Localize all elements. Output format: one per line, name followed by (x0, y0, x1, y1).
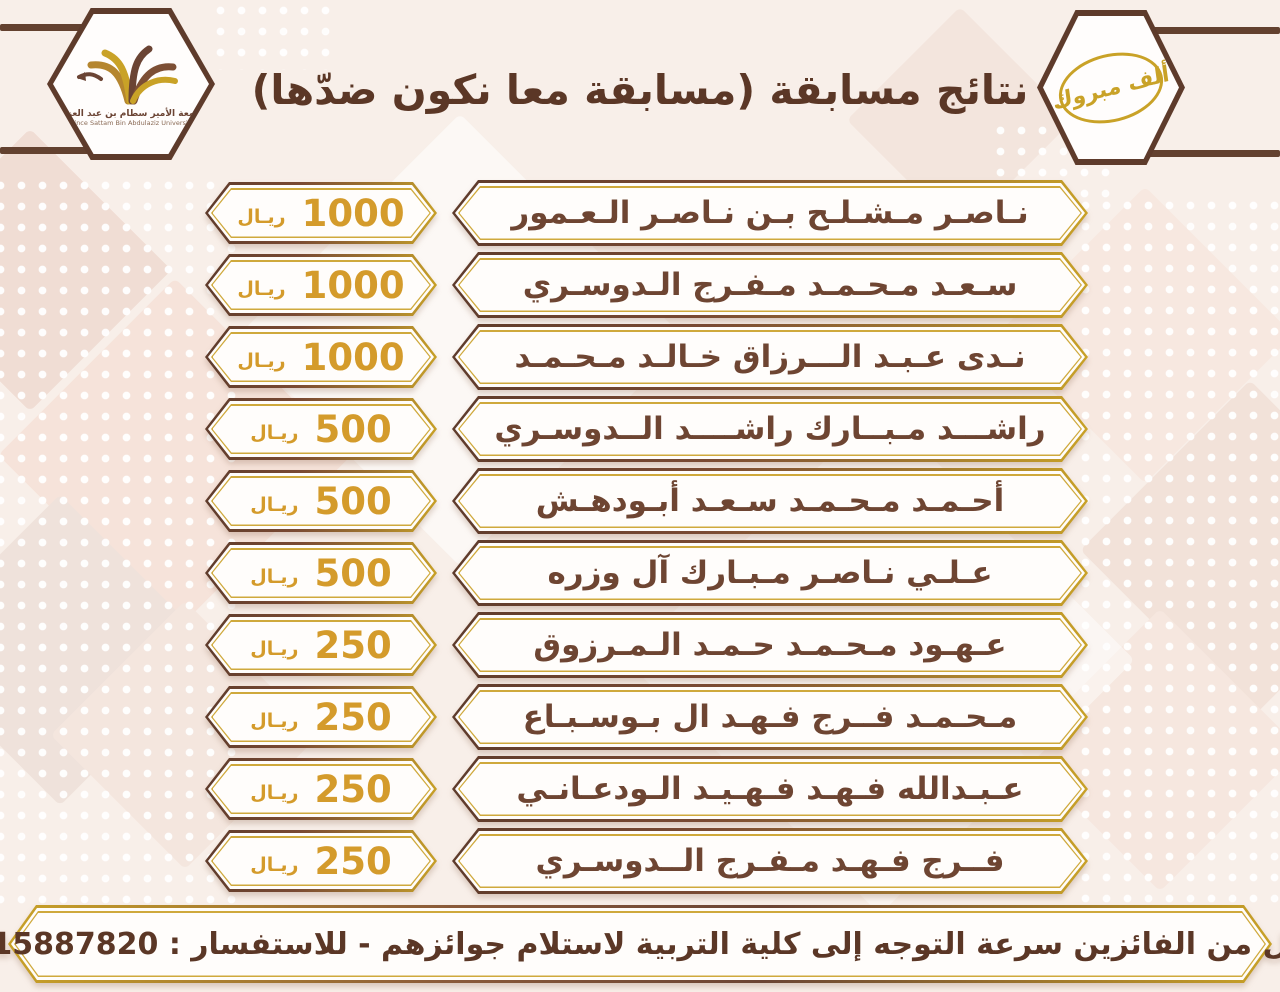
prize-badge: ريـال 250 (205, 758, 437, 820)
result-row: ريـال 500 أحـمـد مـحـمـد سـعـد أبـودهـش (0, 466, 1280, 538)
footer-banner: نأمل من الفائزين سرعة التوجه إلى كلية ال… (0, 905, 1280, 983)
prize-currency: ريـال (237, 205, 286, 228)
prize-amount: ريـال 1000 (205, 182, 437, 244)
winner-name: فــرج فـهـد مـفـرج الــدوسـري (535, 843, 1005, 879)
winner-name: نـاصـر مـشـلـح بـن نـاصـر الـعـمور (511, 195, 1029, 231)
prize-badge: ريـال 1000 (205, 182, 437, 244)
header-line-left-bottom (0, 147, 150, 154)
prize-amount: ريـال 250 (205, 830, 437, 892)
winner-name-banner: مـحـمـد فــرج فـهـد ال بـوسـبـاع (452, 684, 1088, 750)
prize-currency: ريـال (237, 277, 286, 300)
prize-value: 250 (314, 839, 392, 883)
winner-name: عـبـدالله فـهـد فـهـيـد الـودعـانـي (516, 771, 1024, 807)
winner-name: عـلـي نـاصـر مـبـارك آل وزره (547, 555, 993, 591)
prize-currency: ريـال (250, 709, 299, 732)
prize-badge: ريـال 250 (205, 686, 437, 748)
prize-currency: ريـال (250, 421, 299, 444)
prize-amount: ريـال 250 (205, 686, 437, 748)
results-list: ريـال 1000 نـاصـر مـشـلـح بـن نـاصـر الـ… (0, 178, 1280, 898)
prize-currency: ريـال (250, 637, 299, 660)
prize-amount: ريـال 1000 (205, 254, 437, 316)
prize-amount: ريـال 500 (205, 542, 437, 604)
result-row: ريـال 250 مـحـمـد فــرج فـهـد ال بـوسـبـ… (0, 682, 1280, 754)
dot-pattern (0, 175, 240, 910)
prize-value: 250 (314, 767, 392, 811)
header-line-right-top (1140, 27, 1280, 34)
winner-name-banner: نـدى عـبـد الـــرزاق خـالـد مـحـمـد (452, 324, 1088, 390)
prize-amount: ريـال 1000 (205, 326, 437, 388)
prize-amount: ريـال 500 (205, 470, 437, 532)
header-line-right-bottom (1140, 150, 1280, 157)
result-row: ريـال 250 عـبـدالله فـهـد فـهـيـد الـودع… (0, 754, 1280, 826)
winner-name-banner: عـلـي نـاصـر مـبـارك آل وزره (452, 540, 1088, 606)
prize-currency: ريـال (250, 853, 299, 876)
winner-name-banner: نـاصـر مـشـلـح بـن نـاصـر الـعـمور (452, 180, 1088, 246)
footer-notice: نأمل من الفائزين سرعة التوجه إلى كلية ال… (0, 926, 1280, 962)
calligraphy-icon: ألف مبروك (1051, 41, 1171, 134)
winner-name-banner: عـهـود مـحـمـد حـمـد الـمـرزوق (452, 612, 1088, 678)
university-name-arabic: جامعة الأمير سطام بن عبد العزيز (57, 109, 205, 119)
open-book-icon (77, 45, 178, 105)
university-logo: جامعة الأمير سطام بن عبد العزيز Prince S… (47, 8, 215, 160)
header-line-left-top (0, 24, 150, 31)
prize-badge: ريـال 1000 (205, 326, 437, 388)
result-row: ريـال 250 عـهـود مـحـمـد حـمـد الـمـرزوق (0, 610, 1280, 682)
dot-pattern (1075, 195, 1280, 905)
result-row: ريـال 1000 نـدى عـبـد الـــرزاق خـالـد م… (0, 322, 1280, 394)
prize-value: 250 (314, 623, 392, 667)
prize-value: 500 (314, 479, 392, 523)
prize-badge: ريـال 250 (205, 614, 437, 676)
prize-badge: ريـال 500 (205, 398, 437, 460)
prize-amount: ريـال 500 (205, 398, 437, 460)
prize-badge: ريـال 500 (205, 542, 437, 604)
congrats-badge: ألف مبروك (1037, 10, 1185, 165)
prize-currency: ريـال (250, 565, 299, 588)
prize-value: 1000 (301, 335, 405, 379)
dot-pattern (210, 0, 330, 70)
university-name-english: Prince Sattam Bin Abdulaziz University (67, 119, 195, 127)
winner-name-banner: راشـــد مـبــارك راشــــد الــدوسـري (452, 396, 1088, 462)
winner-name: نـدى عـبـد الـــرزاق خـالـد مـحـمـد (514, 339, 1026, 375)
prize-currency: ريـال (250, 781, 299, 804)
winner-name: راشـــد مـبــارك راشــــد الــدوسـري (494, 411, 1046, 447)
congrats-text: ألف مبروك (1051, 60, 1171, 115)
winner-name-banner: سـعـد مـحـمـد مـفـرج الـدوسـري (452, 252, 1088, 318)
prize-value: 500 (314, 407, 392, 451)
prize-currency: ريـال (237, 349, 286, 372)
result-row: ريـال 500 راشـــد مـبــارك راشــــد الــ… (0, 394, 1280, 466)
prize-value: 1000 (301, 263, 405, 307)
prize-value: 1000 (301, 191, 405, 235)
winner-name: مـحـمـد فــرج فـهـد ال بـوسـبـاع (522, 699, 1018, 735)
winner-name: سـعـد مـحـمـد مـفـرج الـدوسـري (522, 267, 1018, 303)
prize-currency: ريـال (250, 493, 299, 516)
result-row: ريـال 250 فــرج فـهـد مـفـرج الــدوسـري (0, 826, 1280, 898)
winner-name-banner: أحـمـد مـحـمـد سـعـد أبـودهـش (452, 468, 1088, 534)
result-row: ريـال 1000 سـعـد مـحـمـد مـفـرج الـدوسـر… (0, 250, 1280, 322)
result-row: ريـال 1000 نـاصـر مـشـلـح بـن نـاصـر الـ… (0, 178, 1280, 250)
prize-badge: ريـال 250 (205, 830, 437, 892)
prize-value: 250 (314, 695, 392, 739)
winner-name: أحـمـد مـحـمـد سـعـد أبـودهـش (535, 483, 1005, 519)
winner-name: عـهـود مـحـمـد حـمـد الـمـرزوق (533, 627, 1007, 663)
prize-badge: ريـال 1000 (205, 254, 437, 316)
result-row: ريـال 500 عـلـي نـاصـر مـبـارك آل وزره (0, 538, 1280, 610)
prize-value: 500 (314, 551, 392, 595)
prize-badge: ريـال 500 (205, 470, 437, 532)
prize-amount: ريـال 250 (205, 758, 437, 820)
winner-name-banner: فــرج فـهـد مـفـرج الــدوسـري (452, 828, 1088, 894)
prize-amount: ريـال 250 (205, 614, 437, 676)
page-title: نتائج مسابقة (مسابقة معا نكون ضدّها) (251, 66, 1029, 114)
winner-name-banner: عـبـدالله فـهـد فـهـيـد الـودعـانـي (452, 756, 1088, 822)
